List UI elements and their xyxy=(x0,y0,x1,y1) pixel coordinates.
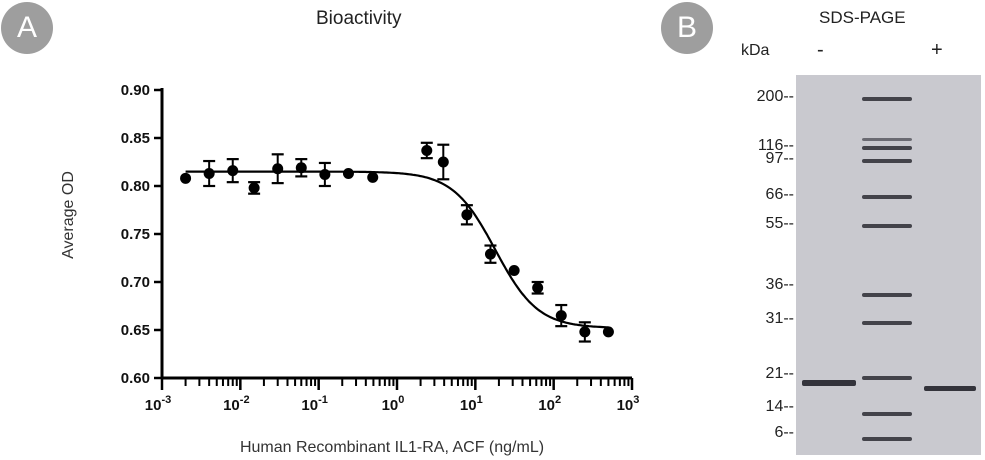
marker-label: 55-- xyxy=(765,215,794,232)
ladder-band xyxy=(862,293,912,297)
data-point xyxy=(508,264,520,276)
y-tick-label: 0.90 xyxy=(121,82,150,99)
data-point xyxy=(180,172,192,184)
y-tick-label: 0.80 xyxy=(121,178,150,195)
ladder-band xyxy=(862,97,912,101)
ladder-band xyxy=(862,138,912,141)
marker-label: 36-- xyxy=(765,276,794,293)
lane-label-minus: - xyxy=(817,39,824,61)
marker-label: 116-- xyxy=(757,137,794,154)
y-tick-label: 0.65 xyxy=(121,322,150,339)
y-axis-label: Average OD xyxy=(60,171,77,259)
data-point xyxy=(484,248,496,260)
data-point xyxy=(437,156,449,168)
x-tick-label: 103 xyxy=(617,394,640,414)
chart-title: Bioactivity xyxy=(316,8,402,29)
x-tick-label: 10-2 xyxy=(223,394,249,414)
ladder-band xyxy=(862,146,912,150)
x-axis-label: Human Recombinant IL1-RA, ACF (ng/mL) xyxy=(240,439,544,456)
data-point xyxy=(421,144,433,156)
lane-label-plus: + xyxy=(931,39,943,61)
ladder-band xyxy=(862,437,912,441)
sample-band-minus xyxy=(802,380,856,386)
data-point xyxy=(532,282,544,294)
gel-title: SDS-PAGE xyxy=(819,8,906,27)
ladder-band xyxy=(862,195,912,199)
data-points xyxy=(180,141,614,343)
data-point xyxy=(342,168,354,180)
marker-label: 200-- xyxy=(756,88,794,105)
fit-curve-layer xyxy=(185,170,609,329)
marker-label: 14-- xyxy=(765,398,794,415)
data-point xyxy=(203,168,215,180)
marker-label: 97-- xyxy=(765,150,794,167)
panel-a-badge: A xyxy=(1,2,53,54)
y-tick-label: 0.85 xyxy=(121,130,150,147)
data-point xyxy=(295,162,307,174)
marker-label: 21-- xyxy=(765,365,794,382)
fit-curve xyxy=(185,170,609,329)
kda-label: kDa xyxy=(741,42,770,59)
x-tick-label: 10-3 xyxy=(145,394,171,414)
marker-label: 6-- xyxy=(774,424,794,441)
x-tick-label: 102 xyxy=(538,394,561,414)
ladder-band xyxy=(862,159,912,163)
panel-b-badge: B xyxy=(661,2,713,54)
sample-band-plus xyxy=(924,386,976,391)
y-tick-label: 0.75 xyxy=(121,226,150,243)
data-point xyxy=(461,209,473,221)
chart-ticks: 0.60 0.65 0.70 0.75 0.80 0.85 0.90 10-3 10-2 10-1… xyxy=(121,82,640,414)
gel-image xyxy=(796,75,981,455)
data-point xyxy=(602,326,614,338)
data-point xyxy=(227,165,239,177)
bioactivity-chart: 0.60 0.65 0.70 0.75 0.80 0.85 0.90 10-3 10-2 10-1… xyxy=(60,82,640,456)
chart-axes xyxy=(160,88,632,380)
data-point xyxy=(367,171,379,183)
marker-label: 31-- xyxy=(765,310,794,327)
data-point xyxy=(248,182,260,194)
marker-label: 66-- xyxy=(765,186,794,203)
ladder-band xyxy=(862,376,912,380)
data-point xyxy=(272,163,284,175)
y-tick-label: 0.60 xyxy=(121,370,150,387)
x-tick-label: 101 xyxy=(460,394,483,414)
ladder-band xyxy=(862,224,912,228)
ladder-band xyxy=(862,412,912,416)
data-point xyxy=(319,168,331,180)
x-tick-label: 10-1 xyxy=(301,394,327,414)
x-tick-label: 100 xyxy=(382,394,405,414)
ladder-band xyxy=(862,321,912,325)
gel-bands xyxy=(802,97,976,441)
data-point xyxy=(579,326,591,338)
y-tick-label: 0.70 xyxy=(121,274,150,291)
data-point xyxy=(555,310,567,322)
